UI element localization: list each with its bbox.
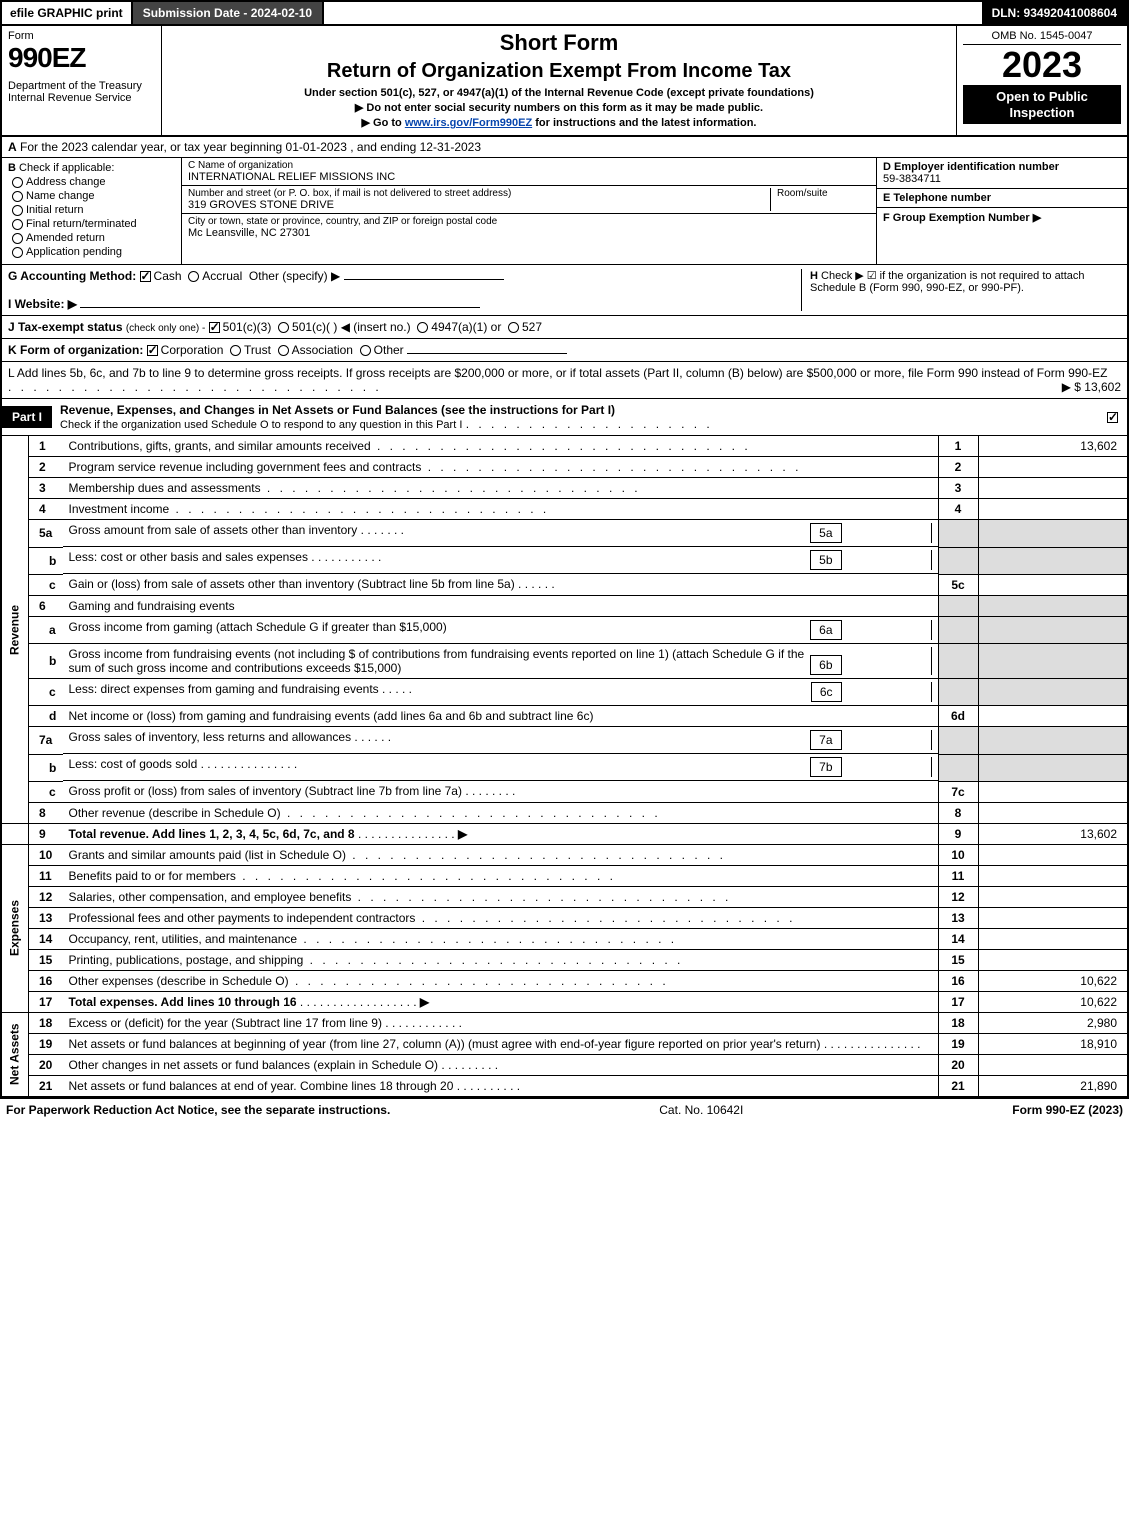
chk-amended[interactable]: Amended return xyxy=(12,232,175,244)
line18-val: 2,980 xyxy=(978,1012,1128,1033)
g-other: Other (specify) ▶ xyxy=(249,269,340,283)
org-name: INTERNATIONAL RELIEF MISSIONS INC xyxy=(188,171,870,183)
header-center: Short Form Return of Organization Exempt… xyxy=(162,26,957,135)
efile-label[interactable]: efile GRAPHIC print xyxy=(2,2,133,24)
side-expenses: Expenses xyxy=(1,844,29,1012)
chk-527[interactable] xyxy=(508,322,519,333)
header-right: OMB No. 1545-0047 2023 Open to Public In… xyxy=(957,26,1127,135)
header-left: Form 990EZ Department of the Treasury In… xyxy=(2,26,162,135)
line21-val: 21,890 xyxy=(978,1075,1128,1096)
chk-final[interactable]: Final return/terminated xyxy=(12,218,175,230)
subtitle-1: Under section 501(c), 527, or 4947(a)(1)… xyxy=(172,87,946,99)
chk-501c[interactable] xyxy=(278,322,289,333)
sub3-pre: ▶ Go to xyxy=(362,117,405,129)
footer-left: For Paperwork Reduction Act Notice, see … xyxy=(6,1103,390,1117)
line16-val: 10,622 xyxy=(978,970,1128,991)
open-inspection: Open to Public Inspection xyxy=(963,85,1121,124)
line19-val: 18,910 xyxy=(978,1033,1128,1054)
short-form-title: Short Form xyxy=(172,30,946,56)
org-city: Mc Leansville, NC 27301 xyxy=(188,227,870,239)
irs-link[interactable]: www.irs.gov/Form990EZ xyxy=(405,117,532,129)
line9-val: 13,602 xyxy=(978,823,1128,844)
row-l: L Add lines 5b, 6c, and 7b to line 9 to … xyxy=(0,362,1129,399)
ein-lbl: D Employer identification number xyxy=(883,161,1059,173)
k-label: K Form of organization: xyxy=(8,343,143,357)
section-bcd: B Check if applicable: Address change Na… xyxy=(0,158,1129,265)
top-bar: efile GRAPHIC print Submission Date - 20… xyxy=(0,0,1129,26)
chk-name[interactable]: Name change xyxy=(12,190,175,202)
chk-4947[interactable] xyxy=(417,322,428,333)
line17-val: 10,622 xyxy=(978,991,1128,1012)
side-netassets: Net Assets xyxy=(1,1012,29,1096)
l-val: ▶ $ 13,602 xyxy=(1062,380,1121,394)
omb-number: OMB No. 1545-0047 xyxy=(963,30,1121,45)
row-a-text: For the 2023 calendar year, or tax year … xyxy=(20,140,481,154)
tel-lbl: E Telephone number xyxy=(883,192,991,204)
chk-other-org[interactable] xyxy=(360,345,371,356)
row-k: K Form of organization: Corporation Trus… xyxy=(0,339,1129,362)
chk-501c3[interactable] xyxy=(209,322,220,333)
room-lbl: Room/suite xyxy=(777,188,870,199)
chk-scho[interactable] xyxy=(1107,412,1118,423)
chk-corp[interactable] xyxy=(147,345,158,356)
chk-address[interactable]: Address change xyxy=(12,176,175,188)
line1-val: 13,602 xyxy=(978,436,1128,457)
b-header: Check if applicable: xyxy=(19,162,114,174)
form-header: Form 990EZ Department of the Treasury In… xyxy=(0,26,1129,137)
subtitle-2: ▶ Do not enter social security numbers o… xyxy=(172,101,946,114)
dln-label: DLN: 93492041008604 xyxy=(982,2,1127,24)
tax-year: 2023 xyxy=(963,47,1121,83)
chk-cash[interactable] xyxy=(140,271,151,282)
website-line[interactable] xyxy=(80,307,480,308)
part1-header: Part I Revenue, Expenses, and Changes in… xyxy=(0,399,1129,436)
i-label: I Website: ▶ xyxy=(8,297,77,311)
part1-desc: Revenue, Expenses, and Changes in Net As… xyxy=(60,399,1107,435)
footer-right: Form 990-EZ (2023) xyxy=(1012,1103,1123,1117)
org-address: 319 GROVES STONE DRIVE xyxy=(188,199,770,211)
dept-label: Department of the Treasury Internal Reve… xyxy=(8,80,155,104)
row-a: A For the 2023 calendar year, or tax yea… xyxy=(0,137,1129,158)
form-number: 990EZ xyxy=(8,42,155,74)
h-text: Check ▶ ☑ if the organization is not req… xyxy=(810,270,1085,294)
spacer xyxy=(324,2,981,24)
c-city-lbl: City or town, state or province, country… xyxy=(188,216,870,227)
sub3-post: for instructions and the latest informat… xyxy=(532,117,756,129)
l-text: L Add lines 5b, 6c, and 7b to line 9 to … xyxy=(8,366,1107,380)
row-gh: G Accounting Method: Cash Accrual Other … xyxy=(0,265,1129,316)
c-name-lbl: C Name of organization xyxy=(188,160,870,171)
part1-sub: Check if the organization used Schedule … xyxy=(60,419,462,431)
submission-date: Submission Date - 2024-02-10 xyxy=(133,2,324,24)
g-other-line[interactable] xyxy=(344,279,504,280)
j-label: J Tax-exempt status xyxy=(8,320,123,334)
k-other-line[interactable] xyxy=(407,353,567,354)
ein-value: 59-3834711 xyxy=(883,173,941,185)
grp-lbl: F Group Exemption Number ▶ xyxy=(883,212,1041,224)
form-word: Form xyxy=(8,30,155,42)
chk-pending[interactable]: Application pending xyxy=(12,246,175,258)
main-title: Return of Organization Exempt From Incom… xyxy=(172,60,946,83)
chk-trust[interactable] xyxy=(230,345,241,356)
col-b: B Check if applicable: Address change Na… xyxy=(2,158,182,264)
l-dots xyxy=(8,380,382,394)
chk-initial[interactable]: Initial return xyxy=(12,204,175,216)
g-label: G Accounting Method: xyxy=(8,269,136,283)
chk-accrual[interactable] xyxy=(188,271,199,282)
page-footer: For Paperwork Reduction Act Notice, see … xyxy=(0,1097,1129,1121)
col-c: C Name of organization INTERNATIONAL REL… xyxy=(182,158,877,264)
j-small: (check only one) - xyxy=(126,323,205,334)
side-revenue: Revenue xyxy=(1,436,29,823)
col-d: D Employer identification number 59-3834… xyxy=(877,158,1127,264)
chk-assoc[interactable] xyxy=(278,345,289,356)
part1-label: Part I xyxy=(2,406,52,428)
subtitle-3: ▶ Go to www.irs.gov/Form990EZ for instru… xyxy=(172,116,946,129)
c-addr-lbl: Number and street (or P. O. box, if mail… xyxy=(188,188,770,199)
footer-mid: Cat. No. 10642I xyxy=(659,1103,743,1117)
row-j: J Tax-exempt status (check only one) - 5… xyxy=(0,316,1129,339)
lines-table: Revenue 1Contributions, gifts, grants, a… xyxy=(0,436,1129,1097)
